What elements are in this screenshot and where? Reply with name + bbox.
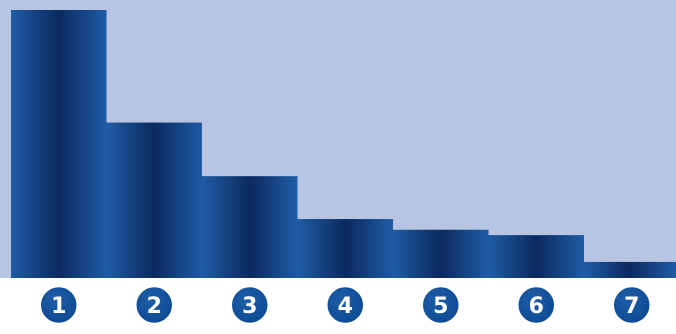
bar-2 — [106, 122, 202, 278]
badge-circle — [38, 284, 79, 326]
badge-circle — [134, 284, 175, 326]
category-badge-5: 5 — [420, 284, 461, 326]
bar-6 — [488, 235, 584, 278]
badge-circle — [611, 284, 652, 326]
badge-circle — [229, 284, 270, 326]
category-badge-4: 4 — [325, 284, 366, 326]
x-tick-label: 6 — [529, 294, 544, 319]
category-badge-2: 2 — [134, 284, 175, 326]
x-tick-label: 3 — [242, 294, 257, 319]
x-tick-label: 4 — [338, 294, 353, 319]
x-tick-label: 2 — [147, 294, 162, 319]
badge-circle — [325, 284, 366, 326]
x-tick-label: 5 — [433, 294, 448, 319]
bar-7 — [584, 261, 676, 278]
bar-5 — [393, 229, 489, 278]
category-badge-7: 7 — [611, 284, 652, 326]
x-tick-label: 1 — [51, 294, 66, 319]
bar-1 — [11, 10, 107, 278]
category-badge-6: 6 — [516, 284, 557, 326]
bar-3 — [202, 176, 298, 278]
bar-4 — [297, 219, 393, 278]
x-tick-label: 7 — [624, 294, 639, 319]
category-badge-1: 1 — [38, 284, 79, 326]
badge-circle — [420, 284, 461, 326]
category-badges-group: 1 2 3 4 5 6 7 — [38, 284, 652, 326]
category-badge-3: 3 — [229, 284, 270, 326]
bars-group — [11, 10, 676, 278]
badge-circle — [516, 284, 557, 326]
